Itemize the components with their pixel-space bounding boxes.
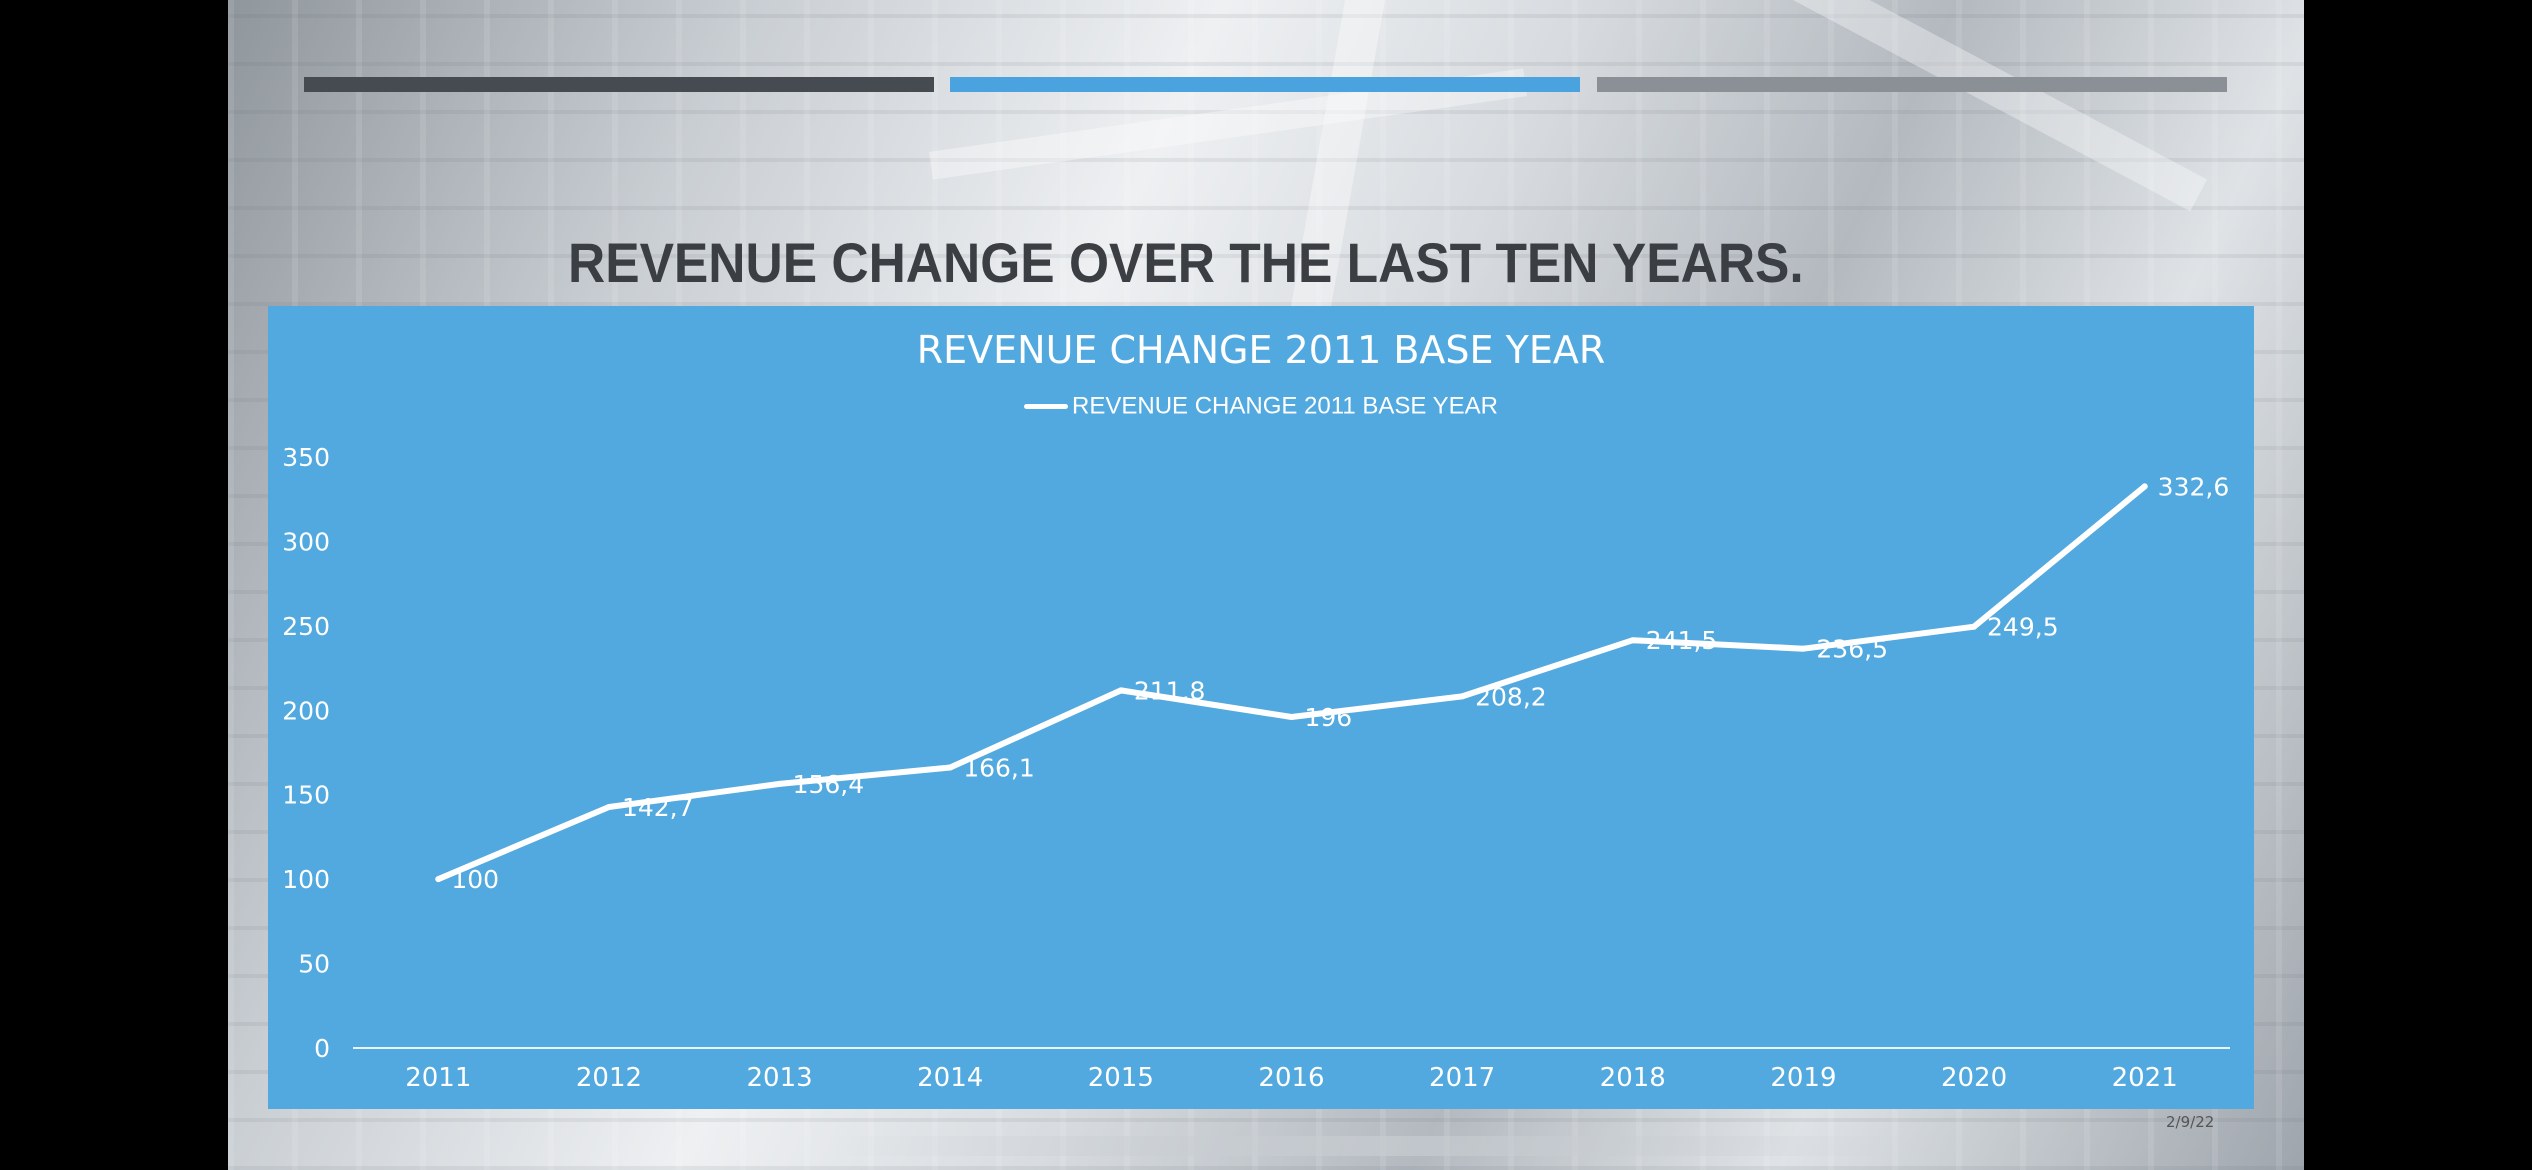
y-tick-label: 0 — [314, 1034, 330, 1063]
data-point — [1800, 645, 1807, 652]
data-label: 249,5 — [1987, 613, 2059, 642]
data-label: 156,4 — [793, 770, 865, 799]
y-tick-label: 200 — [282, 696, 330, 725]
chart-title: REVENUE CHANGE 2011 BASE YEAR — [916, 328, 1606, 372]
y-tick-label: 150 — [282, 781, 330, 810]
slide: REVENUE CHANGE OVER THE LAST TEN YEARS. … — [228, 0, 2304, 1170]
accent-bar-gray — [1597, 77, 2227, 92]
data-label: 241,5 — [1646, 626, 1718, 655]
data-label: 236,5 — [1816, 635, 1888, 664]
accent-bar-blue — [950, 77, 1580, 92]
line-chart: 0 50 100 150 200 250 300 350 2011 2012 2013 2014 201… — [282, 443, 2230, 1093]
background-beam — [1748, 0, 2208, 212]
data-label: 100 — [451, 865, 499, 894]
x-tick-label: 2020 — [1941, 1063, 2007, 1093]
chart-legend: REVENUE CHANGE 2011 BASE YEAR — [268, 392, 2254, 421]
x-tick-label: 2011 — [405, 1063, 471, 1093]
data-point — [1117, 687, 1124, 694]
data-point — [947, 764, 954, 771]
data-point — [435, 876, 442, 883]
bottom-strip — [828, 1136, 1928, 1156]
y-tick-label: 350 — [282, 443, 330, 472]
legend-label: REVENUE CHANGE 2011 BASE YEAR — [1072, 392, 1498, 420]
y-tick-label: 50 — [298, 950, 330, 979]
data-label: 196 — [1305, 703, 1353, 732]
slide-title: REVENUE CHANGE OVER THE LAST TEN YEARS. — [568, 231, 1804, 294]
data-label: 332,6 — [2158, 472, 2230, 501]
accent-bar-dark — [304, 77, 934, 92]
x-tick-label: 2019 — [1770, 1063, 1836, 1093]
y-tick-label: 100 — [282, 865, 330, 894]
series-line — [435, 483, 2148, 883]
x-tick-label: 2015 — [1088, 1063, 1154, 1093]
data-label: 208,2 — [1475, 682, 1547, 711]
data-point — [605, 804, 612, 811]
data-label: 211,8 — [1134, 676, 1206, 705]
x-tick-label: 2014 — [917, 1063, 983, 1093]
x-tick-label: 2021 — [2112, 1063, 2178, 1093]
x-tick-label: 2017 — [1429, 1063, 1495, 1093]
data-label: 142,7 — [622, 793, 694, 822]
data-point — [1288, 714, 1295, 721]
legend-line-swatch — [1024, 404, 1069, 410]
data-point — [1459, 693, 1466, 700]
x-tick-label: 2013 — [747, 1063, 813, 1093]
y-tick-label: 300 — [282, 527, 330, 556]
data-point — [2141, 483, 2148, 490]
x-tick-label: 2018 — [1600, 1063, 1666, 1093]
chart-panel: REVENUE CHANGE 2011 BASE YEAR REVENUE CH… — [268, 306, 2254, 1109]
data-point — [1971, 623, 1978, 630]
x-tick-label: 2012 — [576, 1063, 642, 1093]
data-point — [776, 780, 783, 787]
x-tick-label: 2016 — [1258, 1063, 1324, 1093]
y-tick-label: 250 — [282, 612, 330, 641]
data-label: 166,1 — [963, 754, 1035, 783]
data-point — [1629, 637, 1636, 644]
slide-date: 2/9/22 — [2166, 1113, 2215, 1131]
